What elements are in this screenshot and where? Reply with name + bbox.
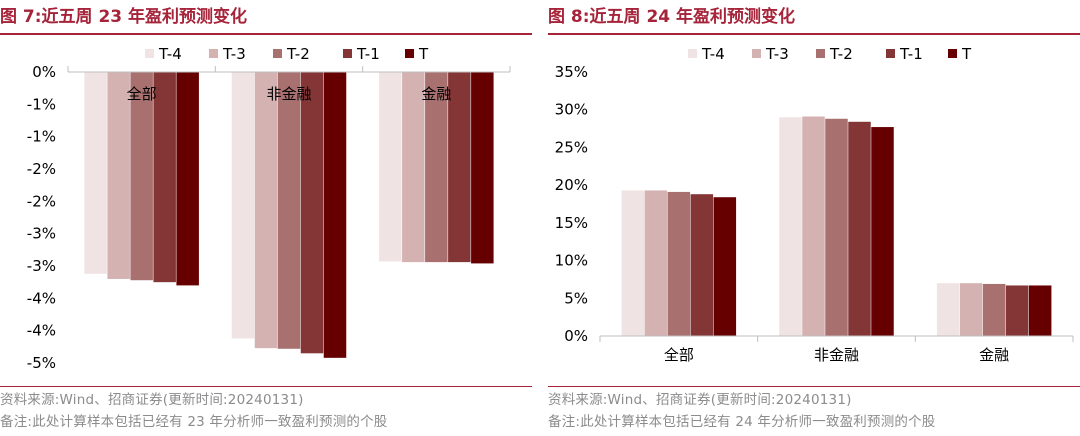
bar-t-4 [231,72,255,339]
legend-swatch [209,49,218,58]
y-tick-label: 30% [555,101,588,119]
source-note: 资料来源:Wind、招商证券(更新时间:20240131) [0,392,304,408]
bar-t-4 [84,72,107,274]
category-label: 非金融 [266,85,311,103]
bar-t-3 [959,283,983,336]
legend-swatch [343,49,352,58]
chart-panel-23: 图 7:近五周 23 年盈利预测变化 0% -1% -1% -2% -2% -3% -3% -… [0,0,532,436]
legend-label: T [418,45,429,63]
bar-t-2 [825,118,848,336]
y-tick-label: 15% [555,214,588,232]
legend-label: T-1 [356,45,380,63]
legend-swatch [688,49,697,58]
y-tick-label: -1% [27,95,56,113]
category-label: 全部 [127,85,157,103]
y-tick-label: -3% [27,257,56,275]
legend-label: T-2 [286,45,310,63]
y-tick-label: 0% [564,327,588,345]
bar-t-2 [425,72,448,263]
y-tick-label: 0% [32,63,56,81]
y-tick-label: 5% [564,289,588,307]
y-tick-label: -5% [27,354,56,372]
bar-chart-23: 0% -1% -1% -2% -2% -3% -3% -4% -4% -5% 全部 非金融 金融 T-4 T… [27,45,511,372]
y-tick-label: -1% [27,128,56,146]
bar-chart-24: 0% 5% 10% 15% 20% 25% 30% 35% 全部 非金融 金融 T-4 T-3 T-2 T-… [555,45,1074,364]
bar-t-1 [690,194,714,336]
bar-t-3 [402,72,425,263]
legend-label: T-4 [701,45,725,63]
bar-t [1028,285,1052,336]
bar-t [871,127,894,336]
legend-label: T-2 [829,45,853,63]
bar-t-4 [621,190,645,336]
legend-swatch [886,49,895,58]
remark-note: 备注:此处计算样本包括已经有 24 年分析师一致盈利预测的个股 [548,414,936,430]
bar-t-1 [153,72,176,283]
title-rule [548,33,1080,35]
source-note: 资料来源:Wind、招商证券(更新时间:20240131) [548,392,852,408]
category-label: 金融 [421,85,451,103]
bar-t-2 [982,283,1006,336]
bar-t-3 [644,190,668,336]
bar-t-1 [1005,285,1029,336]
footer-rule [0,386,532,387]
chart-title-24: 图 8:近五周 24 年盈利预测变化 [548,7,796,27]
legend-label: T [961,45,972,63]
bar-t-2 [277,72,301,349]
category-label: 全部 [664,346,694,364]
legend-label: T-1 [899,45,923,63]
chart-panel-24: 图 8:近五周 24 年盈利预测变化 0% 5% 10% 15% 20% 25% 30% 35… [548,0,1080,436]
y-tick-label: -2% [27,160,56,178]
title-rule [0,33,532,35]
bar-t-1 [448,72,471,263]
y-tick-label: 10% [555,252,588,270]
y-tick-label: 20% [555,176,588,194]
legend-label: T-4 [158,45,182,63]
bar-t-4 [936,283,960,336]
chart-title-23: 图 7:近五周 23 年盈利预测变化 [0,7,248,27]
y-tick-label: 35% [555,63,588,81]
y-tick-label: -4% [27,289,56,307]
bar-t-3 [107,72,130,279]
bar-t-3 [254,72,278,349]
bar-t-4 [779,117,802,336]
bar-t [471,72,494,264]
legend-swatch [948,49,957,58]
legend-label: T-3 [765,45,789,63]
bar-t-2 [667,191,691,336]
y-tick-label: 25% [555,138,588,156]
y-tick-label: -4% [27,322,56,340]
bar-t [713,197,737,336]
legend-swatch [816,49,825,58]
bar-t-3 [802,116,825,336]
legend-swatch [145,49,154,58]
y-tick-label: -2% [27,192,56,210]
category-label: 非金融 [814,346,859,364]
legend-label: T-3 [222,45,246,63]
legend-swatch [273,49,282,58]
bar-t-4 [379,72,402,262]
footer-rule [548,386,1080,387]
y-tick-label: -3% [27,225,56,243]
legend-swatch [752,49,761,58]
bar-t-2 [130,72,153,281]
legend-swatch [405,49,414,58]
bar-t [176,72,199,286]
remark-note: 备注:此处计算样本包括已经有 23 年分析师一致盈利预测的个股 [0,414,388,430]
bar-t-1 [300,72,324,354]
bar-t-1 [848,121,871,336]
category-label: 金融 [979,346,1009,364]
bar-t [323,72,347,358]
